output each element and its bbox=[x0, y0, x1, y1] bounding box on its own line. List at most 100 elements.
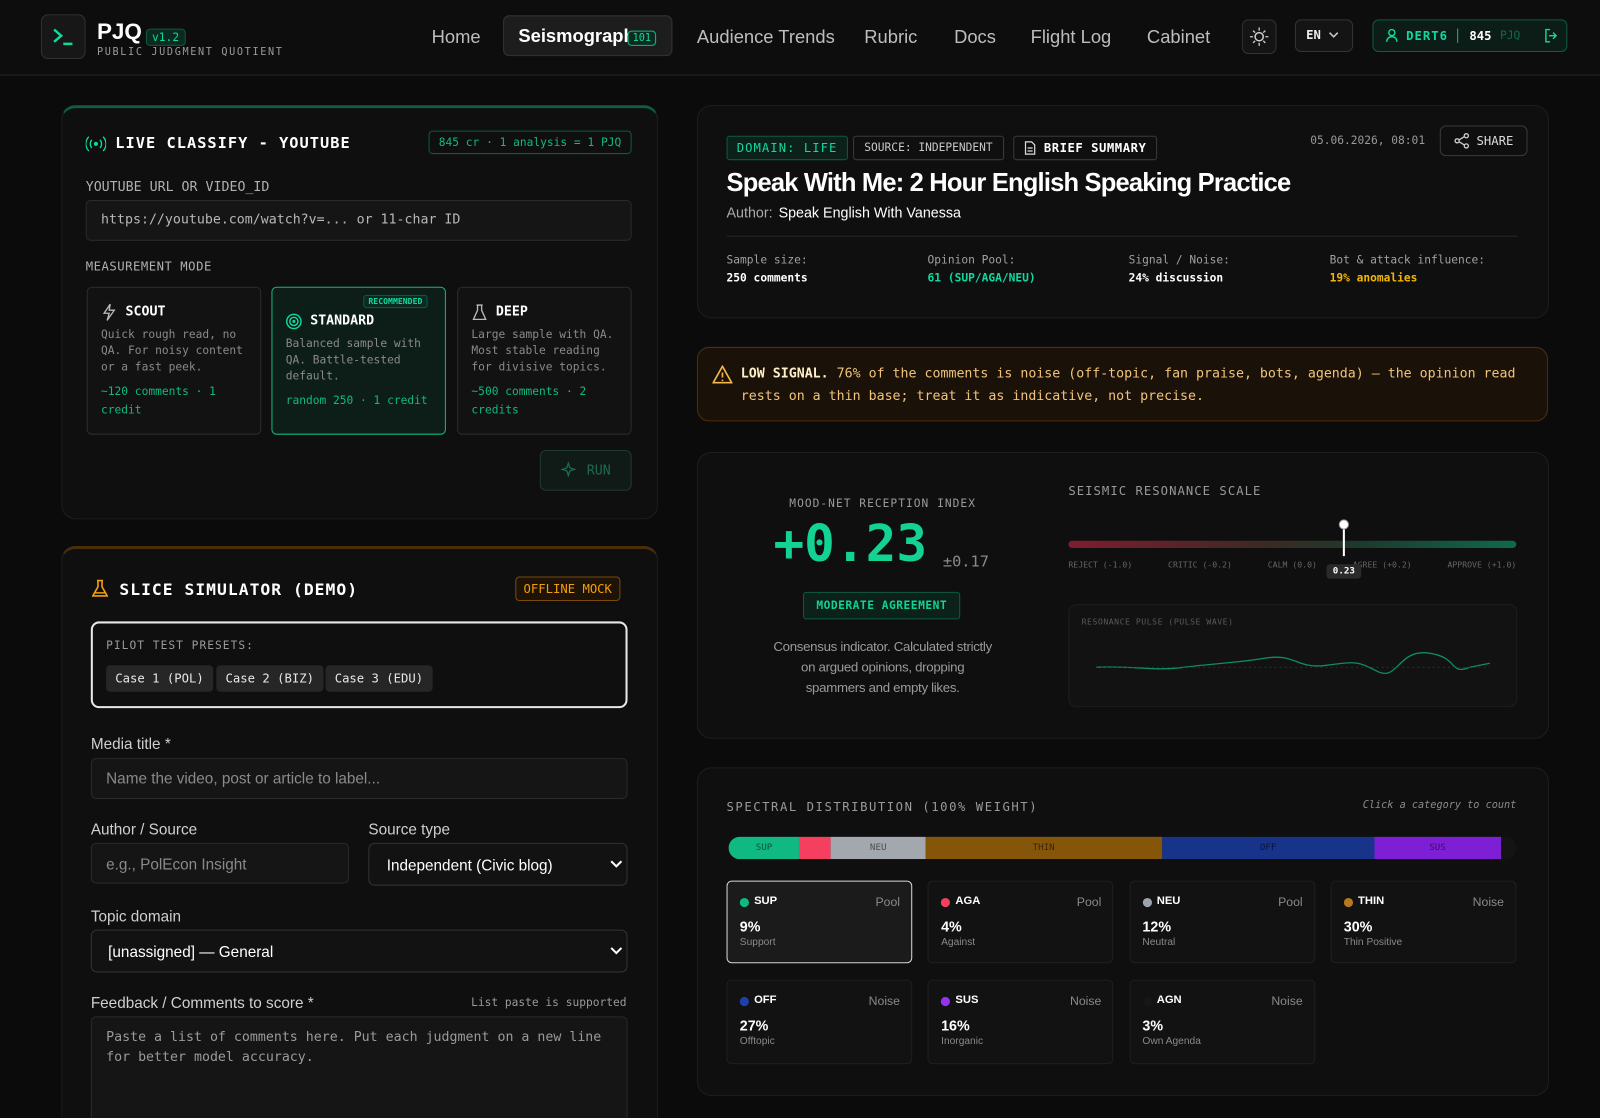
nav-item[interactable]: Flight Log bbox=[1030, 26, 1112, 47]
mode-name: DEEP bbox=[495, 304, 528, 320]
category-card[interactable] bbox=[726, 880, 913, 964]
presets-label: PILOT TEST PRESETS: bbox=[106, 638, 254, 653]
chevron bbox=[610, 860, 623, 868]
stat-value: 61 (SUP/AGA/NEU) bbox=[927, 271, 1036, 285]
topic-select[interactable] bbox=[90, 929, 628, 973]
lang-select[interactable] bbox=[1294, 19, 1354, 53]
scale-tick-label: CALM (0.0) bbox=[1267, 560, 1317, 570]
category-dot bbox=[941, 897, 951, 908]
placeholder: https://youtube.com/watch?v=... or 11-ch… bbox=[101, 212, 461, 228]
category-name: Against bbox=[941, 936, 976, 948]
warning-strong: LOW SIGNAL. bbox=[740, 366, 829, 382]
placeholder: Name the video, post or article to label… bbox=[106, 770, 381, 788]
category-card[interactable] bbox=[726, 979, 913, 1065]
bar-label: SUS bbox=[1429, 842, 1446, 854]
mood-desc: Consensus indicator. Calculated strictly… bbox=[773, 638, 992, 695]
placeholder: e.g., PolEcon Insight bbox=[106, 856, 247, 874]
mood-value: +0.23 bbox=[773, 514, 928, 574]
select-value: [unassigned] — General bbox=[108, 943, 274, 962]
category-group: Noise bbox=[1472, 894, 1504, 910]
category-code: AGN bbox=[1156, 993, 1182, 1007]
feedback-textarea[interactable] bbox=[90, 1016, 628, 1118]
pulse-box bbox=[1068, 604, 1518, 708]
category-group: Noise bbox=[1271, 993, 1303, 1009]
balance: 845 bbox=[1469, 28, 1492, 43]
category-name: Own Agenda bbox=[1142, 1035, 1201, 1047]
scale-tick-label: APPROVE (+1.0) bbox=[1447, 560, 1517, 570]
category-code: SUP bbox=[754, 894, 778, 908]
category-share: 3% bbox=[1142, 1017, 1164, 1034]
bar-segment[interactable]: NEU bbox=[830, 836, 926, 860]
share-button[interactable] bbox=[1439, 125, 1528, 157]
date: 05.06.2026, 08:01 bbox=[1310, 133, 1426, 147]
mode-icon bbox=[286, 313, 302, 330]
mode-card[interactable] bbox=[457, 286, 632, 435]
url-input[interactable] bbox=[85, 199, 632, 241]
mode-card[interactable] bbox=[271, 286, 446, 435]
category-card[interactable] bbox=[1129, 979, 1315, 1065]
warning-text: LOW SIGNAL. 76% of the comments is noise… bbox=[741, 363, 1527, 408]
bar-segment[interactable] bbox=[799, 836, 831, 860]
category-code: SUS bbox=[955, 993, 979, 1007]
distribution-hint: Click a category to count bbox=[1362, 799, 1517, 812]
nav-item[interactable]: Rubric bbox=[864, 26, 918, 47]
nav-item[interactable]: Audience Trends bbox=[696, 26, 835, 47]
select-value: Independent (Civic blog) bbox=[386, 857, 553, 875]
bar-segment[interactable]: SUP bbox=[728, 836, 800, 860]
flask-icon bbox=[91, 579, 109, 597]
theme-toggle[interactable] bbox=[1241, 19, 1277, 55]
logout-icon[interactable] bbox=[1544, 28, 1558, 43]
scale-tick-label: REJECT (-1.0) bbox=[1068, 560, 1133, 570]
source-select[interactable] bbox=[368, 842, 628, 886]
category-group: Pool bbox=[1076, 894, 1102, 910]
badge: OFFLINE MOCK bbox=[515, 576, 621, 602]
stat-value: 24% discussion bbox=[1128, 271, 1224, 285]
category-card[interactable] bbox=[1129, 880, 1315, 964]
mood-badge: MODERATE AGREEMENT bbox=[803, 591, 961, 620]
doc-icon bbox=[1024, 141, 1036, 155]
mode-card[interactable] bbox=[86, 286, 262, 435]
preset-button[interactable]: Case 3 (EDU) bbox=[325, 665, 433, 692]
logo: PJQ bbox=[96, 18, 142, 44]
mode-cost: random 250 · 1 credit bbox=[285, 393, 428, 408]
version: v1.2 bbox=[145, 28, 186, 46]
nav-item[interactable]: Seismograph bbox=[518, 25, 635, 46]
stat-label: Bot & attack influence: bbox=[1329, 253, 1486, 267]
run-button[interactable] bbox=[539, 449, 632, 491]
category-card[interactable] bbox=[927, 880, 1114, 964]
scale-marker-knob bbox=[1338, 519, 1349, 530]
tag: DOMAIN: LIFE bbox=[726, 135, 848, 161]
live-icon bbox=[85, 136, 107, 152]
author-input[interactable] bbox=[90, 842, 349, 884]
warning-icon bbox=[712, 365, 733, 384]
stat-value: 19% anomalies bbox=[1329, 271, 1418, 285]
mode-name: STANDARD bbox=[310, 313, 375, 329]
author-label: Author: bbox=[726, 204, 773, 221]
bar-label: OFF bbox=[1259, 842, 1277, 854]
media-input[interactable] bbox=[90, 758, 628, 799]
bar-segment[interactable] bbox=[1500, 836, 1517, 860]
category-dot bbox=[739, 897, 749, 908]
preset-button[interactable]: Case 1 (POL) bbox=[106, 665, 213, 692]
user-box[interactable] bbox=[1372, 19, 1568, 53]
preset-button[interactable]: Case 2 (BIZ) bbox=[216, 665, 324, 692]
mode-desc: Balanced sample with QA. Battle-tested d… bbox=[285, 336, 421, 383]
summary-tag[interactable] bbox=[1013, 135, 1158, 161]
category-card[interactable] bbox=[927, 979, 1114, 1065]
bar-segment[interactable]: SUS bbox=[1374, 836, 1501, 860]
category-code: NEU bbox=[1156, 894, 1181, 908]
bar-segment[interactable]: OFF bbox=[1161, 836, 1375, 860]
category-dot bbox=[941, 996, 951, 1007]
nav-item[interactable]: Cabinet bbox=[1146, 26, 1211, 47]
bar-segment[interactable]: THIN bbox=[925, 836, 1162, 860]
nav-item[interactable]: Docs bbox=[954, 26, 996, 47]
field-label: YOUTUBE URL OR VIDEO_ID bbox=[85, 179, 270, 195]
category-share: 9% bbox=[739, 918, 761, 935]
mode-icon bbox=[472, 304, 487, 321]
category-name: Support bbox=[739, 936, 776, 948]
field-label: Media title * bbox=[90, 735, 171, 754]
nav-item[interactable]: Home bbox=[431, 26, 481, 47]
category-card[interactable] bbox=[1330, 880, 1517, 964]
mood-title: MOOD-NET RECEPTION INDEX bbox=[789, 496, 976, 511]
